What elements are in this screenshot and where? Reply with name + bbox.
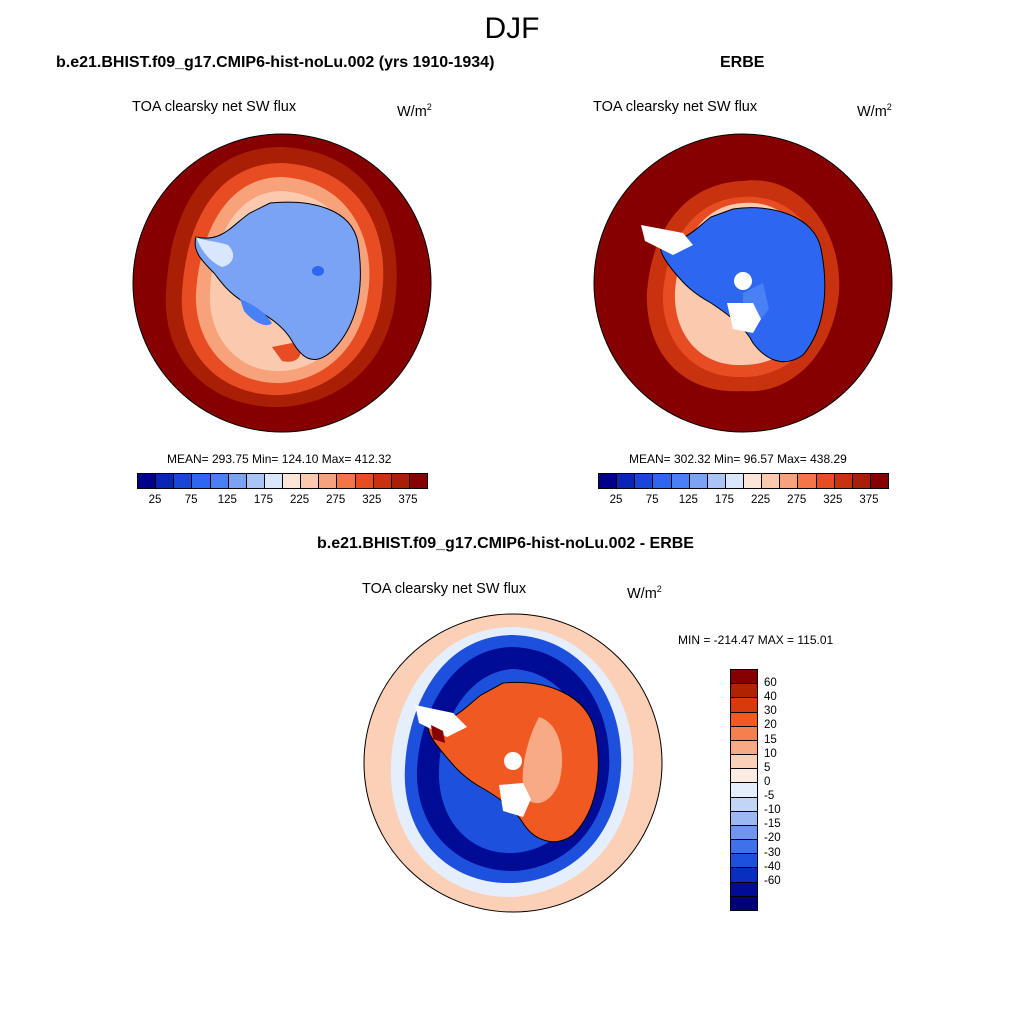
colorbar-tick-label: -5 — [764, 790, 775, 803]
colorbar-swatch — [731, 797, 757, 812]
colorbar-swatch — [816, 474, 835, 488]
colorbar-swatch — [731, 698, 757, 713]
colorbar-swatch — [617, 474, 636, 488]
colorbar-tick-label: 325 — [823, 494, 843, 506]
colorbar-tick-label: -10 — [764, 804, 781, 817]
colorbar-swatch — [780, 474, 799, 488]
obs-colorbar — [598, 473, 889, 489]
colorbar-swatch — [174, 474, 193, 488]
colorbar-tick-label: 15 — [764, 733, 777, 746]
colorbar-swatch — [731, 755, 757, 770]
colorbar-swatch — [689, 474, 708, 488]
model-panel-title: b.e21.BHIST.f09_g17.CMIP6-hist-noLu.002 … — [56, 54, 495, 71]
figure-title: DJF — [484, 12, 540, 45]
colorbar-swatch — [731, 670, 757, 685]
colorbar-tick-label: 375 — [398, 494, 418, 506]
colorbar-swatch — [762, 474, 781, 488]
colorbar-swatch — [725, 474, 744, 488]
colorbar-swatch — [192, 474, 211, 488]
colorbar-swatch — [635, 474, 654, 488]
obs-units-label: W/m2 — [857, 102, 892, 120]
colorbar-tick-label: 325 — [362, 494, 382, 506]
colorbar-swatch — [731, 825, 757, 841]
colorbar-swatch — [301, 474, 320, 488]
colorbar-tick-label: 225 — [289, 494, 310, 506]
colorbar-swatch — [731, 854, 757, 869]
colorbar-swatch — [744, 474, 763, 488]
colorbar-swatch — [264, 474, 283, 488]
colorbar-swatch — [599, 474, 618, 488]
colorbar-tick-label: 225 — [750, 494, 771, 506]
colorbar-swatch — [246, 474, 265, 488]
colorbar-swatch — [409, 474, 427, 488]
colorbar-swatch — [798, 474, 817, 488]
colorbar-tick-label: 40 — [764, 691, 777, 704]
diff-colorbar — [730, 669, 758, 911]
colorbar-swatch — [156, 474, 175, 488]
colorbar-swatch — [731, 868, 757, 883]
obs-variable-label: TOA clearsky net SW flux — [593, 99, 758, 115]
colorbar-tick-label: 125 — [217, 494, 237, 506]
colorbar-swatch — [319, 474, 338, 488]
colorbar-swatch — [870, 474, 888, 488]
colorbar-swatch — [731, 684, 757, 699]
diff-units-label: W/m2 — [627, 584, 662, 602]
colorbar-tick-label: 0 — [764, 775, 771, 788]
colorbar-swatch — [653, 474, 672, 488]
colorbar-swatch — [852, 474, 871, 488]
colorbar-tick-label: 30 — [764, 705, 777, 718]
colorbar-swatch — [731, 712, 757, 727]
colorbar-swatch — [373, 474, 392, 488]
colorbar-swatch — [228, 474, 247, 488]
colorbar-tick-label: 175 — [253, 494, 274, 506]
colorbar-swatch — [731, 882, 757, 897]
colorbar-tick-label: 275 — [326, 494, 346, 506]
colorbar-tick-label: -30 — [764, 846, 781, 859]
colorbar-tick-label: 75 — [184, 494, 198, 506]
diff-panel-title: b.e21.BHIST.f09_g17.CMIP6-hist-noLu.002 … — [317, 535, 694, 552]
colorbar-swatch — [834, 474, 853, 488]
obs-stats-label: MEAN= 302.32 Min= 96.57 Max= 438.29 — [629, 452, 847, 466]
colorbar-swatch — [337, 474, 356, 488]
model-colorbar — [137, 473, 428, 489]
colorbar-swatch — [731, 811, 757, 826]
diff-variable-label: TOA clearsky net SW flux — [362, 581, 527, 597]
colorbar-tick-label: 25 — [148, 494, 162, 506]
colorbar-swatch — [355, 474, 374, 488]
colorbar-swatch — [731, 840, 757, 855]
colorbar-swatch — [391, 474, 410, 488]
colorbar-swatch — [731, 783, 757, 798]
colorbar-swatch — [707, 474, 726, 488]
colorbar-swatch — [731, 726, 757, 741]
diff-minmax-label: MIN = -214.47 MAX = 115.01 — [678, 633, 834, 647]
colorbar-tick-label: 75 — [645, 494, 659, 506]
colorbar-tick-label: 20 — [764, 719, 777, 732]
colorbar-tick-label: 375 — [859, 494, 879, 506]
colorbar-tick-label: 275 — [787, 494, 807, 506]
obs-panel-title: ERBE — [720, 54, 765, 71]
model-units-label: W/m2 — [397, 102, 432, 120]
colorbar-tick-label: -60 — [764, 874, 781, 887]
colorbar-tick-label: 5 — [764, 761, 771, 774]
colorbar-tick-label: 175 — [714, 494, 735, 506]
colorbar-swatch — [671, 474, 690, 488]
colorbar-swatch — [731, 896, 757, 910]
model-variable-label: TOA clearsky net SW flux — [132, 99, 297, 115]
colorbar-tick-label: 25 — [609, 494, 623, 506]
model-stats-label: MEAN= 293.75 Min= 124.10 Max= 412.32 — [167, 452, 392, 466]
obs-polar-map — [593, 133, 893, 433]
colorbar-swatch — [731, 769, 757, 784]
colorbar-swatch — [210, 474, 229, 488]
colorbar-tick-label: 10 — [764, 747, 777, 760]
colorbar-tick-label: -15 — [764, 818, 781, 831]
colorbar-tick-label: 60 — [764, 677, 777, 690]
colorbar-tick-label: -40 — [764, 860, 781, 873]
diff-polar-map — [363, 613, 663, 913]
colorbar-swatch — [283, 474, 302, 488]
colorbar-tick-label: 125 — [678, 494, 698, 506]
colorbar-tick-label: -20 — [764, 832, 781, 845]
colorbar-swatch — [138, 474, 157, 488]
colorbar-swatch — [731, 740, 757, 756]
model-polar-map — [132, 133, 432, 433]
